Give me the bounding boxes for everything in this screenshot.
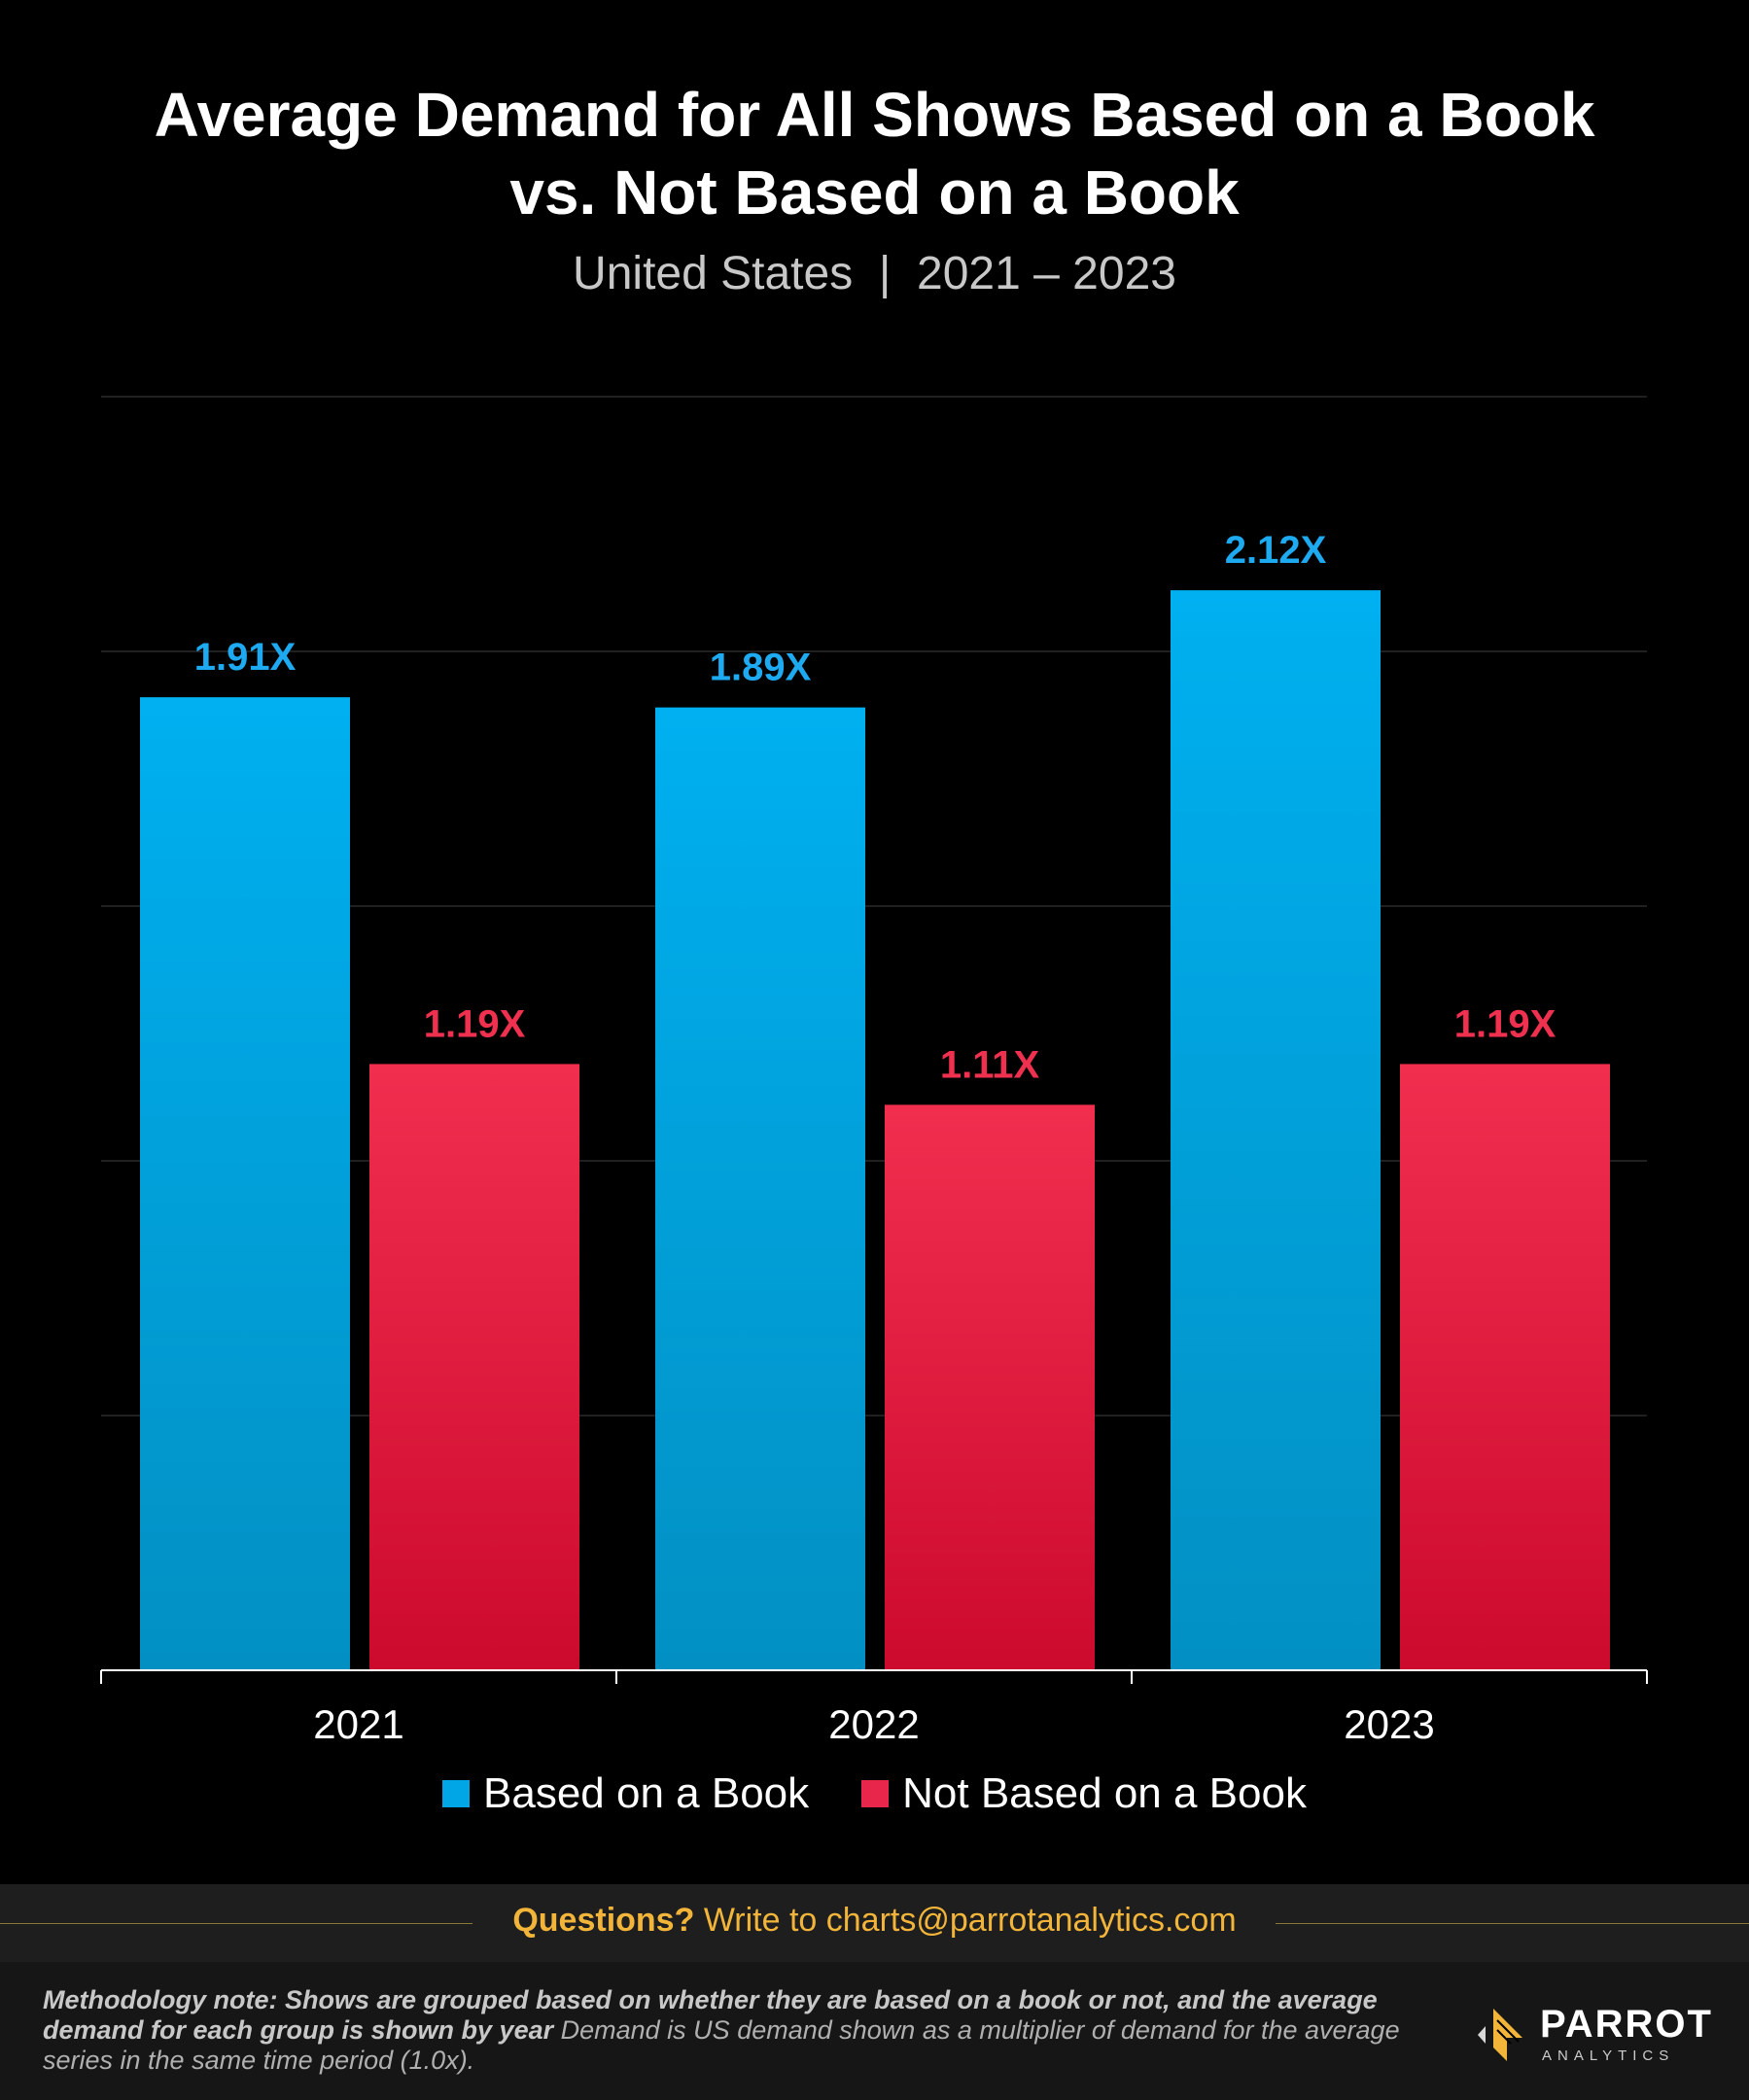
- bar-not-based-on-book-2023: [1400, 1064, 1610, 1670]
- x-tick-label-2022: 2022: [828, 1701, 919, 1747]
- bars: [140, 590, 1610, 1670]
- contact-email-link[interactable]: Write to charts@parrotanalytics.com: [694, 1902, 1237, 1939]
- data-labels: 1.91X 1.19X 1.89X 1.11X 2.12X 1.19X: [194, 529, 1557, 1086]
- methodology-note: Methodology note: Shows are grouped base…: [43, 1985, 1404, 2076]
- x-tick-label-2021: 2021: [313, 1701, 403, 1747]
- questions-line: Questions? Write to charts@parrotanalyti…: [0, 1902, 1749, 1940]
- bar-based-on-book-2021: [140, 697, 350, 1670]
- parrot-logo-icon: [1478, 2009, 1522, 2061]
- x-axis: 2021 2022 2023: [100, 1669, 1648, 1747]
- legend-item-not-based-on-book: Not Based on a Book: [861, 1769, 1307, 1818]
- logo-wordmark: PARROT: [1540, 2003, 1713, 2046]
- x-tick-label-2023: 2023: [1344, 1701, 1434, 1747]
- legend-swatch-blue: [442, 1780, 470, 1807]
- title-line-1: Average Demand for All Shows Based on a …: [154, 80, 1595, 150]
- bar-based-on-book-2022: [655, 707, 865, 1670]
- data-label-based-on-book-2021: 1.91X: [194, 636, 297, 679]
- legend-item-based-on-book: Based on a Book: [442, 1769, 809, 1818]
- legend-label-based-on-book: Based on a Book: [483, 1769, 810, 1817]
- footer-divider-left: [0, 1923, 472, 1924]
- gridlines: [101, 396, 1647, 1417]
- bar-not-based-on-book-2022: [885, 1104, 1095, 1670]
- title-line-2: vs. Not Based on a Book: [509, 158, 1240, 228]
- legend-label-not-based-on-book: Not Based on a Book: [902, 1769, 1307, 1817]
- data-label-not-based-on-book-2023: 1.19X: [1454, 1002, 1557, 1045]
- methodology-rest: Demand is US demand shown as a multiplie…: [43, 2015, 1400, 2075]
- data-label-not-based-on-book-2021: 1.19X: [424, 1002, 526, 1045]
- bar-not-based-on-book-2021: [369, 1064, 579, 1670]
- footer-divider-right: [1276, 1923, 1749, 1924]
- data-label-not-based-on-book-2022: 1.11X: [940, 1043, 1040, 1086]
- data-label-based-on-book-2023: 2.12X: [1225, 529, 1327, 572]
- data-label-based-on-book-2022: 1.89X: [710, 647, 812, 689]
- legend: Based on a Book Not Based on a Book: [0, 1769, 1749, 1818]
- methodology-band: [0, 1962, 1749, 2100]
- chart-title: Average Demand for All Shows Based on a …: [0, 76, 1749, 231]
- methodology-bold: Methodology note: Shows are grouped base…: [43, 1985, 1378, 2045]
- logo-subtitle: ANALYTICS: [1542, 2048, 1675, 2064]
- legend-swatch-red: [861, 1780, 890, 1807]
- bar-based-on-book-2023: [1171, 590, 1381, 1670]
- questions-label: Questions?: [512, 1902, 695, 1939]
- chart-subtitle: United States | 2021 – 2023: [573, 248, 1176, 299]
- parrot-analytics-logo: PARROT ANALYTICS: [1468, 2001, 1721, 2069]
